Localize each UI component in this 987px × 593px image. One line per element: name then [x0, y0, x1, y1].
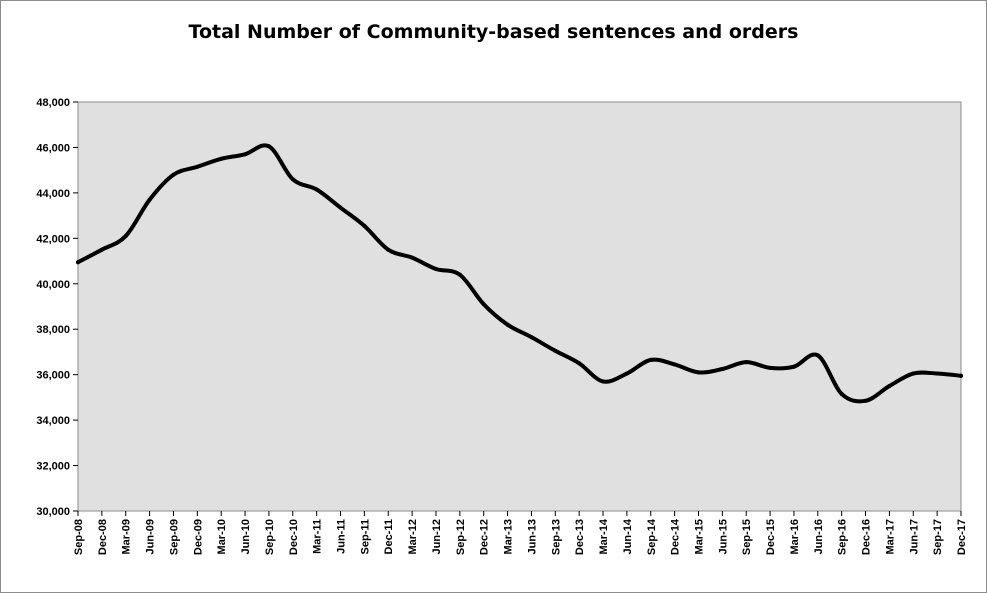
data-point [768, 365, 773, 370]
x-tick-label: Dec-13 [574, 519, 586, 555]
y-tick-label: 44,000 [36, 188, 70, 200]
data-point [314, 187, 319, 192]
data-point [338, 205, 343, 210]
x-tick-label: Mar-15 [693, 519, 705, 554]
x-tick-label: Mar-16 [789, 519, 801, 554]
data-point [553, 348, 558, 353]
x-tick-label: Mar-11 [312, 519, 324, 554]
data-point [624, 371, 629, 376]
data-point [147, 197, 152, 202]
x-tick-label: Dec-09 [192, 519, 204, 555]
x-tick-label: Sep-09 [168, 519, 180, 555]
data-point [481, 302, 486, 307]
x-tick-label: Jun-12 [431, 519, 443, 554]
x-tick-label: Mar-13 [503, 519, 515, 554]
x-tick-label: Jun-14 [622, 518, 634, 554]
x-tick-label: Sep-16 [837, 519, 849, 555]
data-point [433, 267, 438, 272]
data-point [959, 373, 963, 378]
x-tick-label: Dec-14 [670, 518, 682, 555]
x-tick-label: Dec-08 [97, 519, 109, 555]
x-tick-label: Sep-15 [741, 519, 753, 555]
chart-title: Total Number of Community-based sentence… [188, 21, 799, 43]
x-tick-label: Mar-12 [407, 519, 419, 554]
x-tick-label: Jun-10 [240, 519, 252, 554]
series-line [76, 143, 963, 404]
x-tick-label: Jun-11 [336, 519, 348, 554]
data-point [290, 177, 295, 182]
x-tick-label: Mar-14 [598, 518, 610, 554]
data-point [648, 357, 653, 362]
y-tick-label: 36,000 [36, 370, 70, 382]
data-point [911, 371, 916, 376]
data-point [505, 322, 510, 327]
data-point [386, 247, 391, 252]
x-tick-label: Dec-10 [288, 519, 300, 555]
data-point [815, 353, 820, 358]
y-tick-label: 48,000 [36, 97, 70, 109]
data-point [410, 255, 415, 260]
data-point [266, 144, 271, 149]
data-point [99, 247, 104, 252]
x-tick-label: Mar-17 [884, 519, 896, 554]
y-tick-label: 38,000 [36, 324, 70, 336]
data-point [76, 260, 80, 265]
y-tick-label: 46,000 [36, 142, 70, 154]
data-point [171, 172, 176, 177]
data-point [887, 384, 892, 389]
x-tick-label: Sep-11 [359, 519, 371, 554]
x-tick-label: Sep-14 [646, 518, 658, 555]
data-point [219, 156, 224, 161]
data-point [696, 370, 701, 375]
data-point [529, 335, 534, 340]
x-tick-label: Sep-10 [264, 519, 276, 555]
x-tick-label: Jun-09 [145, 519, 157, 554]
x-tick-label: Sep-13 [550, 519, 562, 555]
x-tick-label: Mar-09 [121, 519, 133, 554]
data-point [672, 362, 677, 367]
data-point [791, 364, 796, 369]
x-tick-label: Dec-16 [861, 519, 873, 555]
x-tick-label: Jun-13 [526, 519, 538, 554]
y-tick-label: 42,000 [36, 233, 70, 245]
data-point [601, 379, 606, 384]
data-point [123, 234, 128, 239]
plot-area [77, 101, 962, 512]
data-point [195, 164, 200, 169]
data-point [863, 398, 868, 403]
x-tick-label: Sep-12 [455, 519, 467, 555]
data-point [720, 366, 725, 371]
y-tick-label: 40,000 [36, 279, 70, 291]
x-tick-label: Mar-10 [216, 519, 228, 554]
data-point [577, 361, 582, 366]
x-axis: Sep-08 Dec-08 Mar-09 Jun-09 Sep-09 Dec-09 Mar-… [73, 511, 968, 555]
x-tick-label: Jun-17 [908, 519, 920, 554]
x-tick-label: Dec-11 [383, 519, 395, 554]
y-tick-label: 34,000 [36, 415, 70, 427]
x-tick-label: Jun-15 [717, 519, 729, 554]
x-tick-label: Sep-17 [932, 519, 944, 555]
data-point [935, 371, 940, 376]
data-point [839, 391, 844, 396]
data-point [362, 223, 367, 228]
data-point [457, 272, 462, 277]
x-tick-label: Dec-17 [956, 519, 968, 555]
x-tick-label: Dec-12 [479, 519, 491, 555]
data-points [76, 144, 963, 403]
x-tick-label: Sep-08 [73, 519, 85, 555]
x-tick-label: Jun-16 [813, 519, 825, 554]
data-point [744, 360, 749, 365]
y-axis: 30,000 32,000 34,000 36,000 38,000 40,000 42,0… [36, 97, 78, 518]
y-tick-label: 32,000 [36, 461, 70, 473]
x-tick-label: Dec-15 [765, 519, 777, 555]
data-point [243, 152, 248, 157]
y-tick-label: 30,000 [36, 506, 70, 518]
